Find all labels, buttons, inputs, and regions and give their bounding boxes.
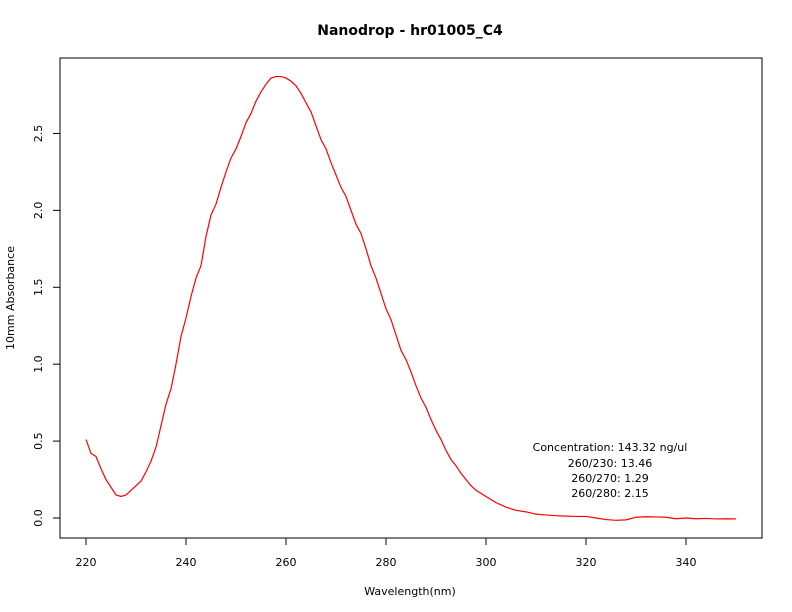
plot-frame xyxy=(59,57,763,539)
x-tick-label: 300 xyxy=(476,556,497,569)
x-tick-label: 220 xyxy=(76,556,97,569)
y-axis-label: 10mm Absorbance xyxy=(4,246,17,350)
x-tick-label: 260 xyxy=(276,556,297,569)
y-tick-label: 0.5 xyxy=(32,432,45,450)
chart-title: Nanodrop - hr01005_C4 xyxy=(317,23,503,39)
y-tick-label: 1.5 xyxy=(32,279,45,297)
y-tick-label: 2.0 xyxy=(32,202,45,220)
ratio-260-230-label: 260/230: 13.46 xyxy=(568,457,652,470)
concentration-label: Concentration: 143.32 ng/ul xyxy=(533,441,688,454)
ratio-260-270-label: 260/270: 1.29 xyxy=(571,472,648,485)
y-tick-label: 2.5 xyxy=(32,125,45,143)
x-tick-label: 320 xyxy=(576,556,597,569)
x-axis: 220 240 260 280 300 320 340 xyxy=(76,537,697,569)
y-tick-label: 1.0 xyxy=(32,355,45,373)
x-tick-label: 340 xyxy=(676,556,697,569)
x-axis-label: Wavelength(nm) xyxy=(364,585,456,598)
stats-annotation: Concentration: 143.32 ng/ul 260/230: 13.… xyxy=(533,441,688,500)
x-tick-label: 280 xyxy=(376,556,397,569)
absorbance-series-line xyxy=(85,75,737,521)
x-tick-label: 240 xyxy=(176,556,197,569)
ratio-260-280-label: 260/280: 2.15 xyxy=(571,487,648,500)
y-axis: 0.0 0.5 1.0 1.5 2.0 2.5 xyxy=(32,125,61,527)
y-tick-label: 0.0 xyxy=(32,509,45,527)
